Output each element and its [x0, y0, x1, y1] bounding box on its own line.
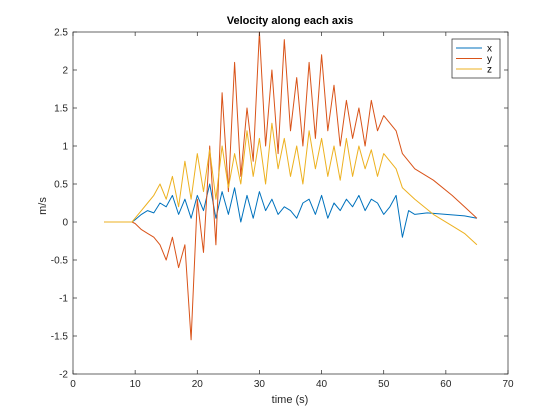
axes-box [72, 31, 509, 375]
x-tick-label: 70 [502, 379, 514, 390]
legend-label-z: z [487, 65, 492, 76]
y-tick-label: 1.5 [54, 104, 68, 115]
y-tick-label: 2.5 [54, 28, 68, 39]
legend-label-y: y [487, 54, 492, 65]
y-tick-label: 2 [62, 66, 68, 77]
x-axis-label: time (s) [272, 394, 309, 406]
y-axis-label: m/s [37, 197, 49, 215]
x-tick-label: 40 [316, 379, 328, 390]
x-tick-label: 30 [254, 379, 266, 390]
y-tick-label: -0.5 [51, 256, 69, 267]
y-tick-label: -2 [59, 370, 68, 381]
x-tick-label: 10 [130, 379, 142, 390]
x-tick-label: 50 [378, 379, 390, 390]
legend-label-x: x [487, 44, 492, 55]
series-line-z [104, 122, 478, 246]
y-tick-label: 1 [62, 142, 68, 153]
plot-area [73, 32, 508, 374]
y-tick-label: 0.5 [54, 180, 68, 191]
y-tick-label: 0 [62, 218, 68, 229]
x-tick-label: 60 [440, 379, 452, 390]
y-tick-label: -1 [59, 294, 68, 305]
y-tick-label: -1.5 [51, 332, 69, 343]
series-line-y [104, 31, 478, 341]
legend: xyz [451, 38, 501, 79]
chart-title: Velocity along each axis [227, 15, 354, 27]
x-tick-label: 0 [70, 379, 76, 390]
series-layer [104, 31, 478, 341]
series-line-x [104, 183, 477, 238]
x-tick-label: 20 [192, 379, 204, 390]
